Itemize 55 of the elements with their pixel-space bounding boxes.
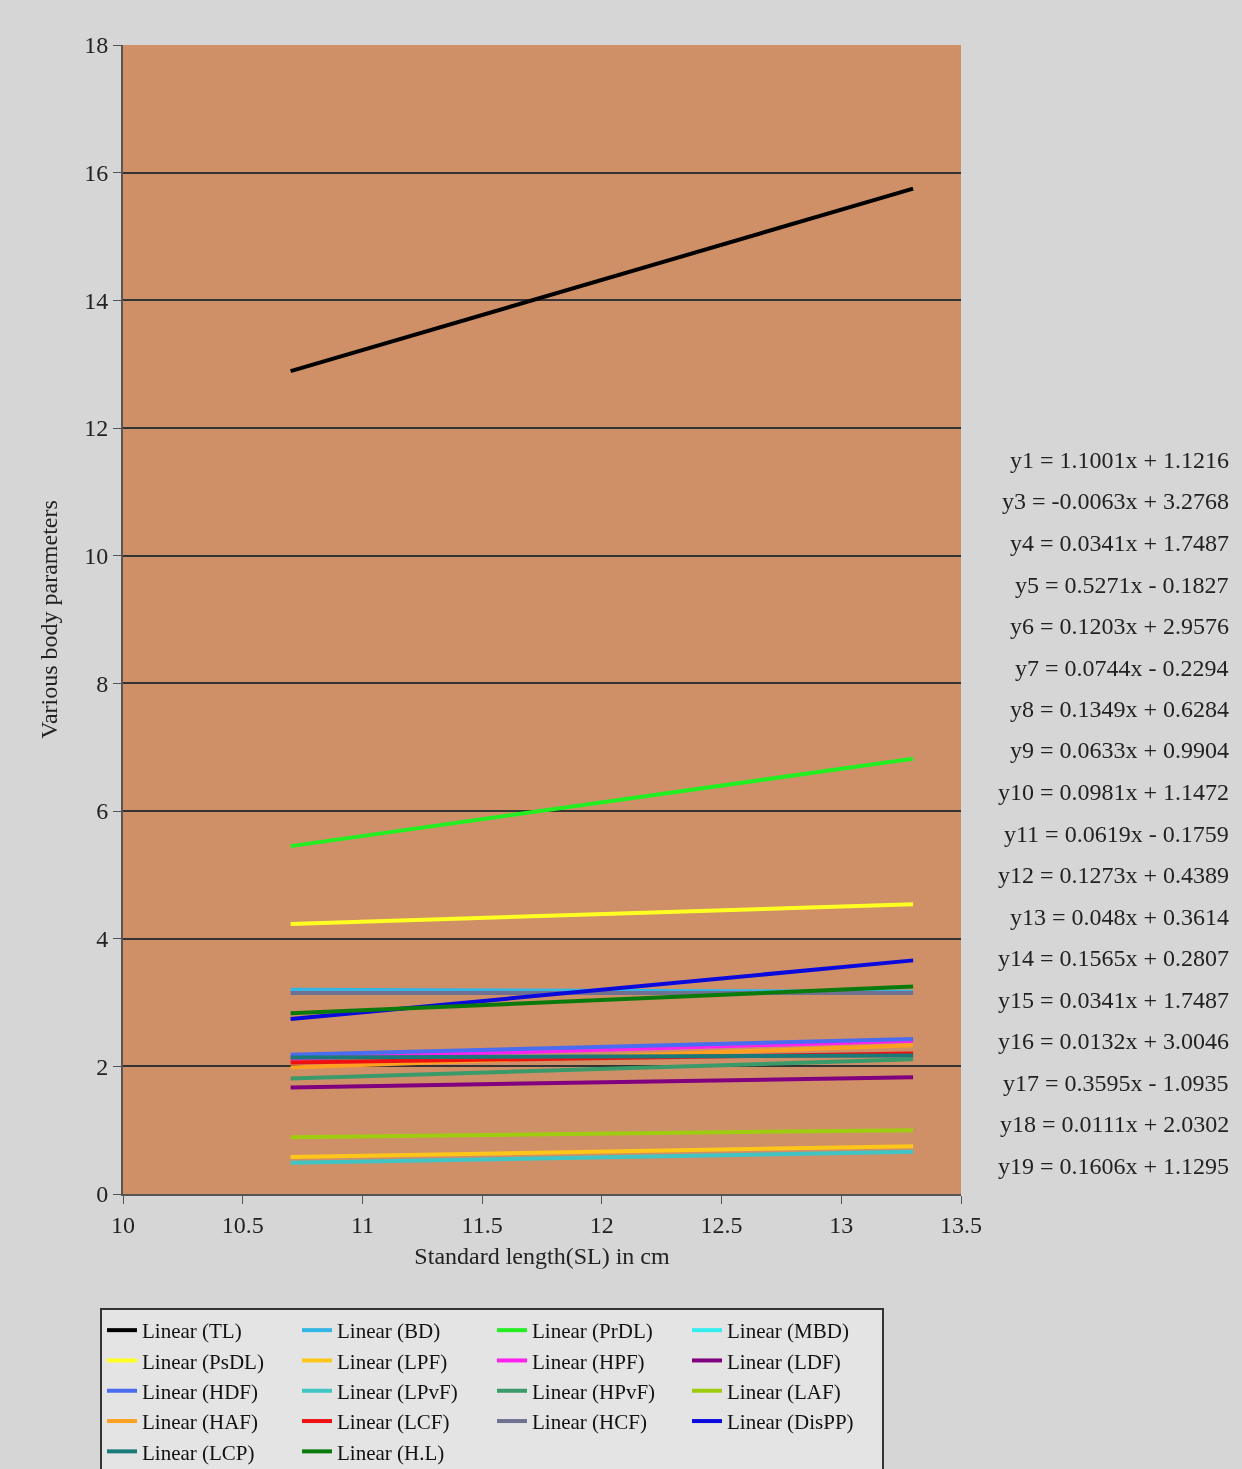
text: y5 = 0.5271x - 0.1827 bbox=[1015, 572, 1229, 598]
y-tick-label: 6 bbox=[96, 798, 109, 825]
text: y1 = 1.1001x + 1.1216 bbox=[1010, 447, 1230, 473]
text: y14 = 0.1565x + 0.2807 bbox=[998, 945, 1230, 971]
x-tick-label: 10.5 bbox=[221, 1211, 264, 1238]
x-tick-label: 12 bbox=[589, 1211, 614, 1238]
text: y18 = 0.0111x + 2.0302 bbox=[1000, 1111, 1230, 1137]
legend-label: Linear (LAF) bbox=[727, 1379, 841, 1404]
text: y17 = 0.3595x - 1.0935 bbox=[1003, 1070, 1229, 1096]
text: y15 = 0.0341x + 1.7487 bbox=[998, 987, 1230, 1013]
x-tick-label: 12.5 bbox=[700, 1211, 743, 1238]
legend-label: Linear (PsDL) bbox=[142, 1349, 264, 1374]
legend-label: Linear (LDF) bbox=[727, 1349, 841, 1374]
y-tick-label: 8 bbox=[96, 670, 109, 697]
x-tick-label: 13 bbox=[829, 1211, 854, 1238]
text: y7 = 0.0744x - 0.2294 bbox=[1015, 655, 1229, 681]
legend-label: Linear (LCF) bbox=[337, 1410, 450, 1435]
y-tick-label: 16 bbox=[84, 160, 109, 187]
text: y19 = 0.1606x + 1.1295 bbox=[998, 1153, 1230, 1179]
y-axis-title: Various body parameters bbox=[35, 500, 62, 739]
legend-label: Linear (HDF) bbox=[142, 1379, 259, 1404]
text: y12 = 0.1273x + 0.4389 bbox=[998, 862, 1230, 888]
legend-label: Linear (HPF) bbox=[532, 1349, 645, 1374]
x-tick-label: 13.5 bbox=[940, 1211, 982, 1238]
text: y9 = 0.0633x + 0.9904 bbox=[1010, 737, 1230, 763]
legend-label: Linear (BD) bbox=[337, 1319, 441, 1344]
y-tick-label: 4 bbox=[96, 926, 109, 953]
y-tick-label: 12 bbox=[84, 415, 109, 442]
legend-label: Linear (HPvF) bbox=[532, 1379, 656, 1404]
text: y10 = 0.0981x + 1.1472 bbox=[998, 779, 1230, 805]
text: y4 = 0.0341x + 1.7487 bbox=[1010, 530, 1230, 556]
text: y3 = -0.0063x + 3.2768 bbox=[1002, 488, 1230, 514]
x-tick-label: 11.5 bbox=[461, 1211, 503, 1238]
text: y11 = 0.0619x - 0.1759 bbox=[1004, 821, 1229, 847]
x-axis-title: Standard length(SL) in cm bbox=[414, 1242, 670, 1269]
y-tick-label: 2 bbox=[96, 1053, 109, 1080]
text: y6 = 0.1203x + 2.9576 bbox=[1010, 613, 1230, 639]
x-tick-label: 11 bbox=[350, 1211, 374, 1238]
y-tick-label: 10 bbox=[84, 543, 109, 570]
text: y13 = 0.048x + 0.3614 bbox=[1010, 904, 1230, 930]
legend-label: Linear (LPvF) bbox=[337, 1379, 458, 1404]
legend-label: Linear (HCF) bbox=[532, 1410, 647, 1435]
y-tick-label: 14 bbox=[84, 287, 109, 314]
legend-label: Linear (MBD) bbox=[727, 1319, 849, 1344]
y-tick-label: 18 bbox=[84, 32, 109, 59]
legend-label: Linear (H.L) bbox=[337, 1440, 445, 1465]
legend-label: Linear (LPF) bbox=[337, 1349, 448, 1374]
legend-label: Linear (DisPP) bbox=[727, 1410, 854, 1435]
legend-label: Linear (LCP) bbox=[142, 1440, 255, 1465]
text: y8 = 0.1349x + 0.6284 bbox=[1010, 696, 1230, 722]
y-tick-label: 0 bbox=[96, 1181, 109, 1208]
text: y16 = 0.0132x + 3.0046 bbox=[998, 1028, 1230, 1054]
legend-label: Linear (TL) bbox=[142, 1319, 242, 1344]
legend-label: Linear (HAF) bbox=[142, 1410, 259, 1435]
legend-label: Linear (PrDL) bbox=[532, 1319, 653, 1344]
